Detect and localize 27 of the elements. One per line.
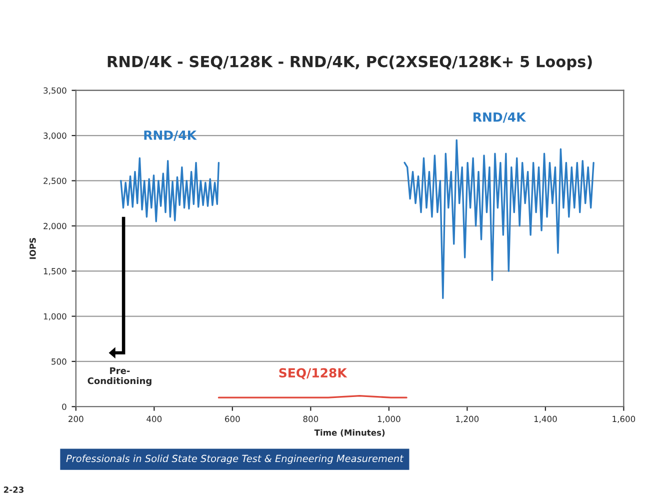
x-axis-title: Time (Minutes) xyxy=(314,429,385,437)
series-label: SEQ/128K xyxy=(279,368,348,380)
y-tick-label: 2,500 xyxy=(44,178,66,185)
x-tick-label: 400 xyxy=(146,416,162,422)
x-tick-label: 1,600 xyxy=(612,416,636,423)
y-tick-label: 1,000 xyxy=(44,313,66,320)
y-tick-label: 3,500 xyxy=(44,87,66,94)
y-tick-label: 3,000 xyxy=(44,132,66,140)
x-tick-label: 1,400 xyxy=(534,416,557,423)
x-tick-label: 1,200 xyxy=(456,416,479,423)
x-tick-label: 1,000 xyxy=(378,416,400,423)
x-tick-label: 600 xyxy=(225,416,240,422)
text: 2-23 xyxy=(4,486,24,493)
line-series xyxy=(404,139,594,300)
series-label: RND/4K xyxy=(144,130,197,141)
text: Professionals in Solid State Storage Test & Engineering Measurement xyxy=(66,454,404,464)
y-tick-label: 1,500 xyxy=(44,268,66,276)
y-tick-label: 0 xyxy=(62,404,66,410)
line-series xyxy=(120,157,220,222)
y-tick-label: 2,000 xyxy=(44,222,66,230)
x-tick-label: 200 xyxy=(68,416,84,422)
annotation: Pre- Conditioning xyxy=(88,367,152,386)
series-label: RND/4K xyxy=(474,112,526,123)
x-tick-label: 800 xyxy=(303,416,318,422)
chart-title: RND/4K - SEQ/128K - RND/4K, PC(2XSEQ/128K+ 5 Loops) xyxy=(108,56,592,70)
y-tick-label: 500 xyxy=(52,358,66,365)
y-axis-title: IOPS xyxy=(30,238,36,259)
